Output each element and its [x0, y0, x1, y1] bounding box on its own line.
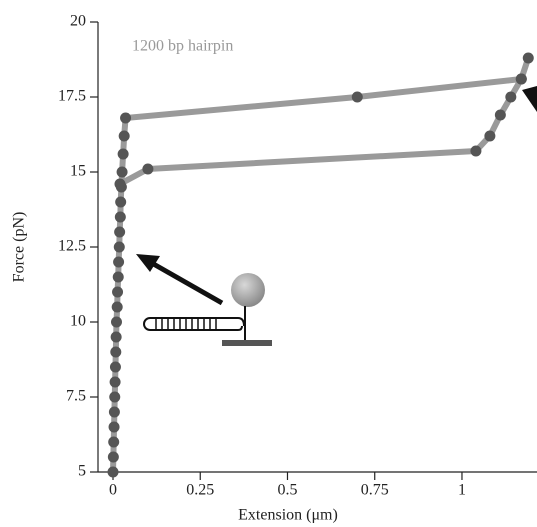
hairpin-loop: [143, 317, 151, 331]
data-point: [111, 301, 123, 313]
data-point: [505, 91, 517, 103]
y-tick-label: 12.5: [58, 238, 86, 255]
data-point: [116, 166, 128, 178]
y-axis-label: Force (pN): [11, 212, 28, 283]
data-point: [110, 331, 122, 343]
bead: [231, 273, 265, 307]
data-point: [113, 241, 125, 253]
arrow-head-right: [522, 86, 537, 112]
x-tick-label: 1: [458, 482, 466, 499]
data-point: [108, 406, 120, 418]
hairpin-strands: [150, 306, 246, 331]
data-point: [117, 148, 129, 160]
data-point: [142, 163, 154, 175]
data-point: [120, 112, 132, 124]
data-point: [114, 211, 126, 223]
data-point: [112, 286, 124, 298]
data-point: [351, 91, 363, 103]
data-point: [114, 178, 126, 190]
data-point: [110, 346, 122, 358]
data-point: [515, 73, 527, 85]
arrow-head: [136, 254, 160, 272]
x-tick-label: 0: [109, 482, 117, 499]
data-point: [108, 421, 120, 433]
data-point: [522, 52, 534, 64]
y-tick-label: 15: [70, 163, 86, 180]
data-point: [107, 451, 119, 463]
data-point: [115, 196, 127, 208]
hairpin-icon: [136, 254, 272, 346]
x-tick-label: 0.5: [277, 482, 297, 499]
data-point: [109, 391, 121, 403]
data-point: [108, 436, 120, 448]
x-axis-label: Extension (μm): [238, 507, 338, 524]
data-point: [114, 226, 126, 238]
data-point: [470, 145, 482, 157]
y-tick-label: 7.5: [66, 388, 86, 405]
y-tick-label: 5: [78, 463, 86, 480]
y-tick-label: 10: [70, 313, 86, 330]
trace-line: [110, 55, 532, 473]
base-pairs: [155, 318, 217, 330]
arrow-shaft: [148, 259, 224, 306]
y-tick-label: 20: [70, 13, 86, 30]
data-point: [494, 109, 506, 121]
data-point: [112, 271, 124, 283]
x-tick-label: 0.75: [361, 482, 389, 499]
annotation: 1200 bp hairpin: [132, 38, 233, 55]
data-point: [109, 376, 121, 388]
y-tick-label: 17.5: [58, 88, 86, 105]
data-point: [484, 130, 496, 142]
data-point: [107, 466, 119, 478]
data-point: [110, 316, 122, 328]
data-point: [113, 256, 125, 268]
data-point: [109, 361, 121, 373]
surface: [222, 340, 272, 346]
x-tick-label: 0.25: [186, 482, 214, 499]
data-point: [118, 130, 130, 142]
